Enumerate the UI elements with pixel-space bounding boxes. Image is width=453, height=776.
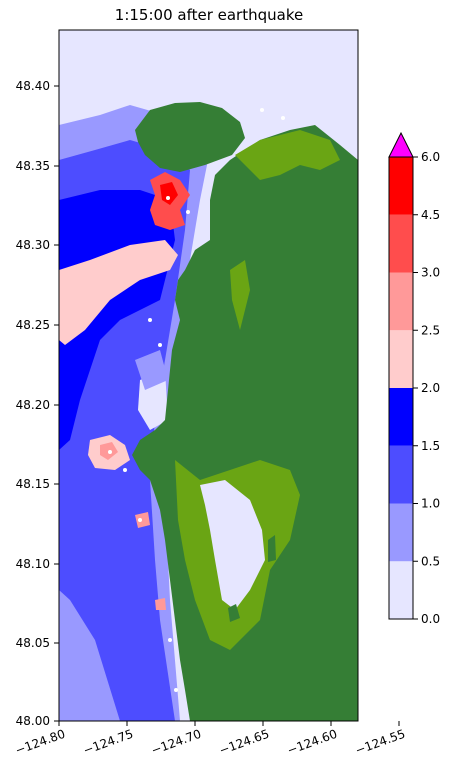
- y-tick-label: 48.20: [16, 398, 50, 412]
- land-island: [135, 102, 245, 172]
- map-frame: [58, 29, 359, 722]
- x-tick-label: −124.70: [149, 727, 203, 758]
- shore-vegetation: [235, 130, 340, 180]
- y-tick-label: 48.30: [16, 238, 50, 252]
- y-axis: 48.40 48.35 48.30 48.25 48.20 48.15 48.1…: [16, 79, 59, 728]
- colorbar-tick-label: 3.0: [421, 266, 440, 280]
- y-tick-label: 48.05: [16, 636, 50, 650]
- x-tick-label: −124.65: [217, 727, 271, 758]
- inlet-water: [200, 480, 265, 610]
- x-tick-label: −124.80: [13, 727, 67, 758]
- y-tick-label: 48.15: [16, 477, 50, 491]
- colorbar-band: [389, 388, 413, 446]
- x-axis: −124.80 −124.75 −124.70 −124.65 −124.60 …: [13, 721, 407, 758]
- x-tick-label: −124.60: [285, 727, 339, 758]
- colorbar-tick-label: 0.5: [421, 554, 440, 568]
- colorbar-tick-label: 6.0: [421, 150, 440, 164]
- x-tick-label: −124.55: [353, 727, 407, 758]
- colorbar-tick-label: 2.0: [421, 381, 440, 395]
- colorbar-band: [389, 445, 413, 504]
- y-tick-label: 48.10: [16, 557, 50, 571]
- y-tick-label: 48.25: [16, 318, 50, 332]
- y-tick-label: 48.40: [16, 79, 50, 93]
- coastal-speckles: [108, 108, 285, 692]
- colorbar-band: [389, 503, 413, 562]
- water-level-4-region: [59, 240, 178, 345]
- colorbar-band: [389, 561, 413, 619]
- plot-title: 1:15:00 after earthquake: [114, 6, 304, 24]
- colorbar-tick-label: 2.5: [421, 323, 440, 337]
- colorbar: 0.0 0.5 1.0 1.5 2.0 2.5 3.0 4.5 6.0: [388, 131, 440, 626]
- colorbar-tick-label: 1.5: [421, 439, 440, 453]
- colorbar-band: [389, 214, 413, 273]
- colorbar-band: [389, 272, 413, 331]
- colorbar-extend-arrow: [388, 131, 414, 158]
- colorbar-tick-label: 1.0: [421, 497, 440, 511]
- colorbar-band: [389, 330, 413, 388]
- colorbar-tick-label: 0.0: [421, 612, 440, 626]
- colorbar-band: [389, 157, 413, 215]
- x-tick-label: −124.75: [81, 727, 135, 758]
- y-tick-label: 48.00: [16, 714, 50, 728]
- map-area: [59, 30, 358, 721]
- water-level-7-region: [160, 182, 178, 205]
- colorbar-tick-label: 4.5: [421, 208, 440, 222]
- y-tick-label: 48.35: [16, 159, 50, 173]
